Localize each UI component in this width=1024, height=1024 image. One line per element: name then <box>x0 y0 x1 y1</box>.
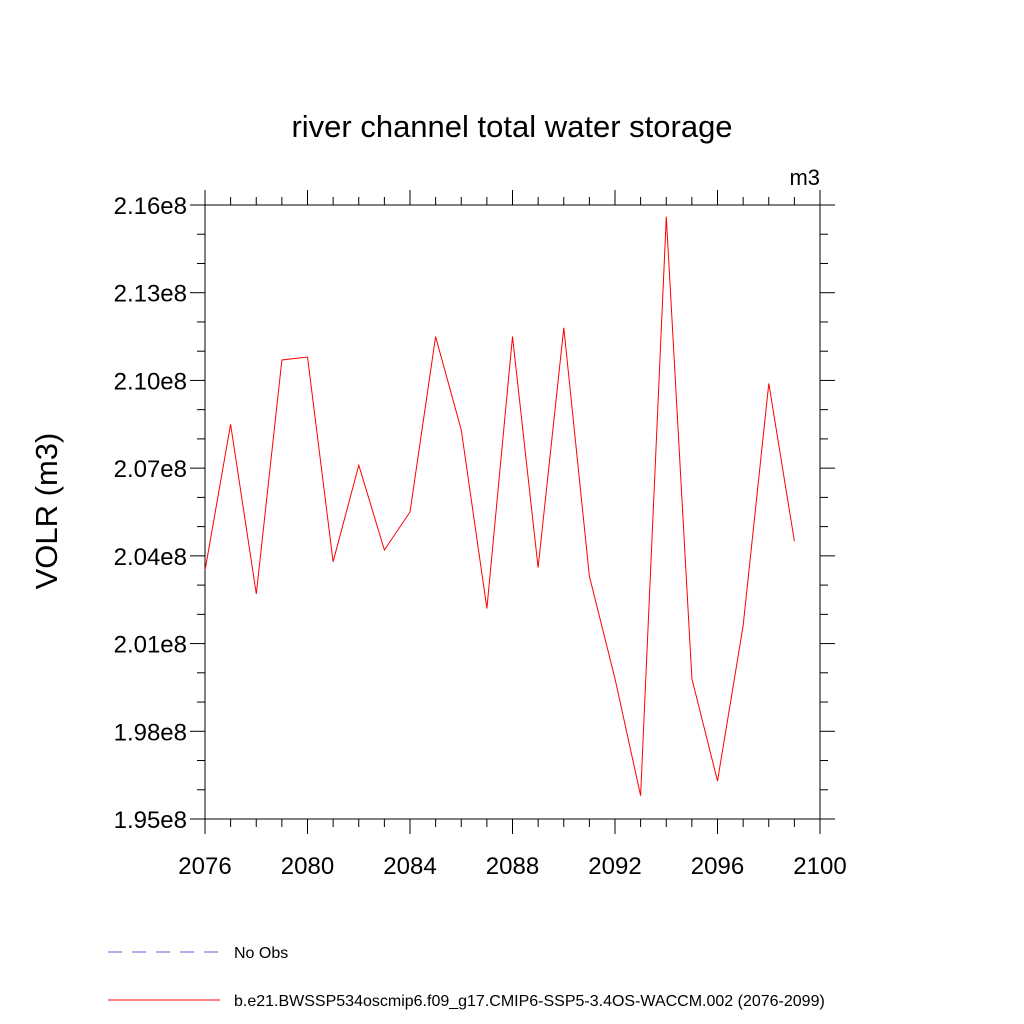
x-tick-label: 2084 <box>383 853 436 880</box>
y-tick-label: 2.01e8 <box>114 632 187 659</box>
x-tick-label: 2088 <box>486 853 539 880</box>
x-tick-label: 2096 <box>691 853 744 880</box>
y-tick-label: 1.95e8 <box>114 807 187 834</box>
x-tick-label: 2080 <box>281 853 334 880</box>
y-axis-label: VOLR (m3) <box>29 433 64 590</box>
legend-label-0: No Obs <box>234 945 288 962</box>
chart-title: river channel total water storage <box>291 109 732 144</box>
axis-ticks: 2076 2080 2084 2088 2092 2096 2100 1.95e8 1.98e8… <box>114 190 847 880</box>
units-label: m3 <box>789 165 820 190</box>
plot-frame <box>204 204 821 820</box>
y-tick-label: 2.10e8 <box>114 368 187 395</box>
x-tick-label: 2092 <box>588 853 641 880</box>
y-tick-label: 2.13e8 <box>114 281 187 308</box>
legend-label-1: b.e21.BWSSP534oscmip6.f09_g17.CMIP6-SSP5… <box>234 993 825 1010</box>
plot-marks <box>204 216 795 796</box>
x-tick-label: 2076 <box>178 853 231 880</box>
y-tick-label: 2.16e8 <box>114 193 187 220</box>
series-line-1 <box>204 216 795 796</box>
y-tick-label: 1.98e8 <box>114 719 187 746</box>
legend: No Obs b.e21.BWSSP534oscmip6.f09_g17.CMIP… <box>108 945 825 1010</box>
x-tick-label: 2100 <box>793 853 846 880</box>
y-tick-label: 2.07e8 <box>114 456 187 483</box>
y-tick-label: 2.04e8 <box>114 544 187 571</box>
